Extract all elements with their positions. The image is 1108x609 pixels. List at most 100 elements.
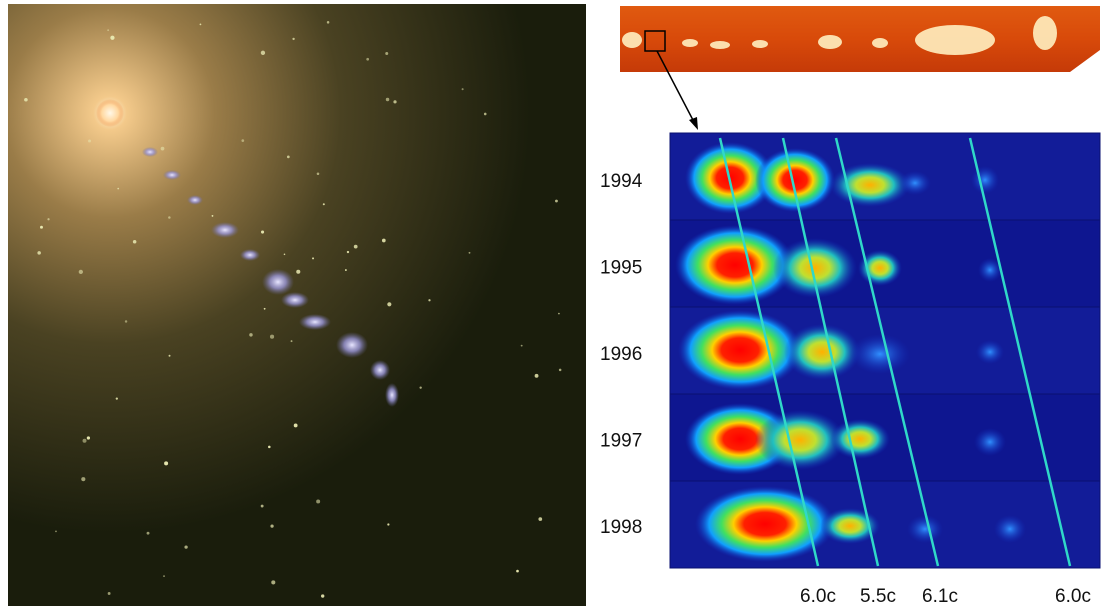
star [37, 251, 41, 255]
jet-knot [240, 249, 260, 261]
strip-knot [872, 38, 888, 48]
star [516, 570, 519, 573]
star [168, 216, 170, 218]
jet-knot [299, 314, 331, 330]
arrow-head [689, 117, 698, 130]
star [347, 251, 349, 253]
star [268, 446, 271, 449]
star [345, 269, 347, 271]
star [323, 203, 325, 205]
star [428, 299, 430, 301]
star [291, 340, 293, 342]
epoch-label: 1997 [600, 431, 642, 452]
emission-blob [994, 515, 1026, 543]
epoch-label: 1996 [600, 344, 642, 365]
star [264, 308, 266, 310]
jet-knot [336, 332, 368, 358]
star [88, 140, 91, 143]
star [469, 252, 471, 254]
star [79, 270, 83, 274]
star [108, 592, 111, 595]
star [249, 333, 252, 336]
jet-knot [211, 222, 239, 238]
star [147, 532, 150, 535]
star [47, 218, 49, 220]
star [83, 439, 87, 443]
strip-knot [682, 39, 698, 47]
speed-label: 6.0c [800, 586, 836, 607]
strip-knot [752, 40, 768, 48]
star [312, 257, 314, 259]
star [270, 525, 273, 528]
speed-label: 5.5c [860, 586, 896, 607]
star [169, 355, 171, 357]
star [55, 530, 57, 532]
star [284, 253, 286, 255]
star [419, 387, 421, 389]
star [535, 374, 539, 378]
star [382, 239, 386, 243]
emission-blob [907, 515, 943, 543]
star [261, 505, 264, 508]
star [212, 215, 214, 217]
emission-blob [971, 166, 999, 194]
star [117, 188, 119, 190]
star [521, 345, 523, 347]
star [24, 98, 28, 102]
speed-label: 6.1c [922, 586, 958, 607]
star [287, 156, 290, 159]
jet-knot [187, 195, 203, 205]
star [321, 594, 324, 597]
strip-knot [915, 25, 995, 55]
jet-knot [262, 269, 294, 295]
jet-knot [163, 170, 181, 180]
epoch-label: 1998 [600, 517, 642, 538]
jet-knot [142, 147, 158, 157]
star [366, 58, 369, 61]
page: 199419951996199719986.0c5.5c6.1c6.0c (()… [0, 0, 1108, 609]
star [385, 52, 388, 55]
star [241, 139, 244, 142]
emission-blob [976, 340, 1004, 364]
emission-blob [830, 163, 910, 207]
speed-label: 6.0c [1055, 586, 1091, 607]
star [271, 580, 275, 584]
star [110, 36, 114, 40]
star [261, 51, 265, 55]
jet-knot [96, 99, 124, 127]
star [292, 38, 294, 40]
star [184, 546, 187, 549]
star [40, 226, 43, 229]
strip-knot [622, 32, 642, 48]
star [296, 270, 300, 274]
emission-blob [755, 148, 835, 212]
star [555, 200, 558, 203]
jet-knot [370, 360, 390, 380]
strip-knot [1033, 16, 1057, 50]
star [161, 147, 165, 151]
emission-blob [830, 419, 890, 459]
star [133, 240, 137, 244]
star [200, 23, 202, 25]
star [538, 517, 542, 521]
figure: 1994 1995 1996 1997 1998 6.0c 5.5c 6.1c 6.0c [0, 0, 1108, 609]
star [462, 88, 464, 90]
epoch-label: 1995 [600, 258, 642, 279]
emission-blob [850, 334, 910, 374]
star [387, 523, 389, 525]
star [116, 397, 118, 399]
emission-blob [899, 171, 931, 195]
star [558, 313, 560, 315]
epoch-label: 1994 [600, 171, 643, 192]
emission-blob [678, 310, 802, 390]
jet-knot [385, 383, 399, 407]
star [316, 499, 320, 503]
star [327, 21, 330, 24]
strip-knot [818, 35, 842, 49]
star [164, 461, 168, 465]
star [387, 302, 391, 306]
jet-knot [281, 292, 309, 308]
star [386, 98, 389, 101]
star [261, 231, 264, 234]
emission-blob [773, 238, 857, 298]
